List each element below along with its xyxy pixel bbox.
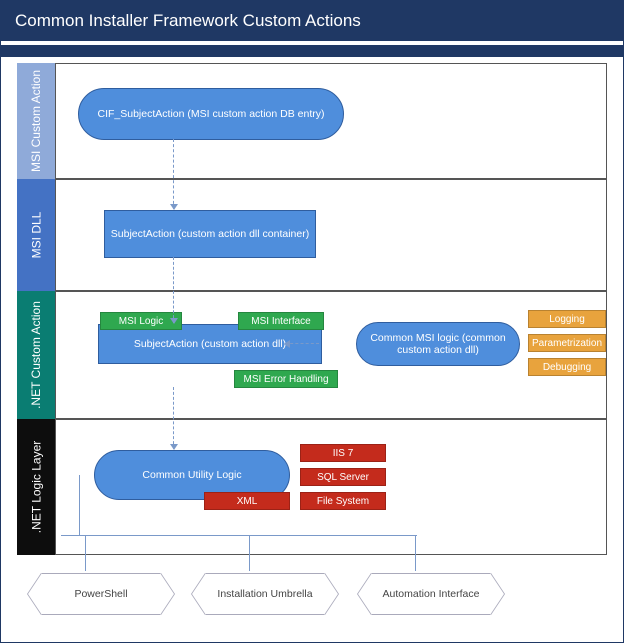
diagram-frame: Common Installer Framework Custom Action…	[0, 0, 624, 643]
layer-box-msi-custom-action: CIF_SubjectAction (MSI custom action DB …	[55, 63, 607, 179]
node-file-system: File System	[300, 492, 386, 510]
node-debugging: Debugging	[528, 358, 606, 376]
connector	[249, 535, 250, 571]
arrow	[173, 387, 174, 449]
layer-label-msi-dll: MSI DLL	[17, 179, 55, 291]
connector	[415, 535, 416, 571]
layer-box-net-custom-action: SubjectAction (custom action dll)MSI Log…	[55, 291, 607, 419]
node-subject-action-container: SubjectAction (custom action dll contain…	[104, 210, 316, 258]
layer-label-msi-custom-action: MSI Custom Action	[17, 63, 55, 179]
arrow	[173, 139, 174, 209]
connector-bus	[61, 535, 417, 536]
layer-label-net-logic-layer: .NET Logic Layer	[17, 419, 55, 555]
node-msi-interface: MSI Interface	[238, 312, 324, 330]
layer-msi-custom-action: MSI Custom Action CIF_SubjectAction (MSI …	[17, 63, 607, 179]
node-cif-subject-action: CIF_SubjectAction (MSI custom action DB …	[78, 88, 344, 140]
connector	[79, 475, 80, 535]
client-automation-interface: Automation Interface	[371, 573, 491, 615]
client-installation-umbrella: Installation Umbrella	[205, 573, 325, 615]
client-powershell: PowerShell	[41, 573, 161, 615]
layer-label-net-custom-action: .NET Custom Action	[17, 291, 55, 419]
layer-box-msi-dll: SubjectAction (custom action dll contain…	[55, 179, 607, 291]
diagram-title: Common Installer Framework Custom Action…	[1, 1, 623, 41]
node-common-msi-logic: Common MSI logic (common custom action d…	[356, 322, 520, 366]
node-sql-server: SQL Server	[300, 468, 386, 486]
diagram-body: MSI Custom Action CIF_SubjectAction (MSI …	[17, 63, 607, 634]
connector	[85, 535, 86, 571]
layer-msi-dll: MSI DLL SubjectAction (custom action dll …	[17, 179, 607, 291]
node-iis7: IIS 7	[300, 444, 386, 462]
node-parametrization: Parametrization	[528, 334, 606, 352]
title-stripe	[1, 45, 623, 57]
node-xml: XML	[204, 492, 290, 510]
node-logging: Logging	[528, 310, 606, 328]
layer-net-custom-action: .NET Custom ActionSubjectAction (custom …	[17, 291, 607, 419]
arrow	[285, 343, 319, 344]
node-msi-error-handling: MSI Error Handling	[234, 370, 338, 388]
arrow	[173, 257, 174, 323]
